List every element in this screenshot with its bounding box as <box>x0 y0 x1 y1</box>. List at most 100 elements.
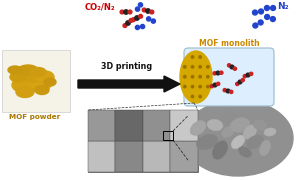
Bar <box>88 110 116 141</box>
Circle shape <box>259 9 263 14</box>
Ellipse shape <box>247 135 263 149</box>
Circle shape <box>223 89 226 92</box>
Circle shape <box>146 9 150 13</box>
Ellipse shape <box>30 68 46 76</box>
Bar <box>170 110 198 141</box>
Text: MOF powder: MOF powder <box>9 114 61 120</box>
Circle shape <box>227 64 231 67</box>
Circle shape <box>210 85 213 88</box>
Circle shape <box>150 10 154 14</box>
Circle shape <box>243 75 246 78</box>
Circle shape <box>270 17 275 22</box>
Circle shape <box>246 73 250 77</box>
Circle shape <box>120 10 124 14</box>
Ellipse shape <box>238 147 251 157</box>
FancyArrow shape <box>78 76 180 92</box>
Ellipse shape <box>16 87 34 98</box>
Circle shape <box>199 86 201 88</box>
Circle shape <box>142 8 146 12</box>
Ellipse shape <box>230 118 250 132</box>
Ellipse shape <box>207 119 223 131</box>
Circle shape <box>271 6 275 10</box>
Bar <box>143 141 170 172</box>
Circle shape <box>147 17 151 21</box>
Circle shape <box>139 14 142 18</box>
Ellipse shape <box>221 112 239 124</box>
Circle shape <box>126 21 130 25</box>
Circle shape <box>207 76 209 78</box>
Circle shape <box>253 10 257 15</box>
Circle shape <box>250 72 253 75</box>
Circle shape <box>135 7 140 11</box>
Circle shape <box>199 56 201 58</box>
Circle shape <box>230 65 234 69</box>
Text: CO₂/N₂: CO₂/N₂ <box>85 2 115 11</box>
Bar <box>170 141 198 172</box>
Bar <box>143 110 170 141</box>
Circle shape <box>199 76 201 78</box>
Circle shape <box>131 18 135 22</box>
Ellipse shape <box>180 51 212 103</box>
Circle shape <box>191 86 194 88</box>
Circle shape <box>217 82 220 86</box>
Circle shape <box>220 71 223 74</box>
Ellipse shape <box>44 78 56 86</box>
Circle shape <box>129 19 133 22</box>
Ellipse shape <box>35 86 49 94</box>
Bar <box>2 50 70 112</box>
Circle shape <box>191 95 194 98</box>
Ellipse shape <box>183 100 293 176</box>
Circle shape <box>151 19 155 23</box>
Ellipse shape <box>36 71 54 83</box>
Circle shape <box>253 23 258 28</box>
Circle shape <box>233 67 236 70</box>
Bar <box>116 141 143 172</box>
Circle shape <box>191 56 194 58</box>
Ellipse shape <box>231 135 245 149</box>
Ellipse shape <box>196 134 218 150</box>
Circle shape <box>199 66 201 68</box>
Ellipse shape <box>212 141 227 159</box>
Circle shape <box>191 76 194 78</box>
Bar <box>163 131 173 140</box>
Ellipse shape <box>20 68 46 82</box>
Ellipse shape <box>8 66 22 74</box>
Bar <box>116 110 143 141</box>
Circle shape <box>135 16 139 20</box>
Circle shape <box>226 89 230 93</box>
Ellipse shape <box>12 78 32 92</box>
Circle shape <box>258 20 263 25</box>
Ellipse shape <box>190 121 206 135</box>
Bar <box>88 141 116 172</box>
Circle shape <box>138 3 142 7</box>
Circle shape <box>128 10 132 14</box>
Text: MOF monolith: MOF monolith <box>199 39 259 48</box>
Ellipse shape <box>260 140 270 156</box>
Ellipse shape <box>221 126 235 138</box>
Ellipse shape <box>253 120 267 130</box>
Ellipse shape <box>16 69 44 91</box>
Circle shape <box>135 25 140 30</box>
Circle shape <box>184 66 186 68</box>
Bar <box>88 110 198 172</box>
Circle shape <box>213 83 217 87</box>
Circle shape <box>184 86 186 88</box>
Circle shape <box>123 24 127 28</box>
Ellipse shape <box>29 76 51 91</box>
Circle shape <box>124 10 128 14</box>
Text: 3D printing: 3D printing <box>101 62 153 71</box>
Circle shape <box>265 14 270 19</box>
Circle shape <box>216 71 220 75</box>
Ellipse shape <box>264 128 276 136</box>
Ellipse shape <box>10 72 26 82</box>
Circle shape <box>199 95 201 98</box>
Circle shape <box>238 80 242 84</box>
Circle shape <box>140 24 145 29</box>
Circle shape <box>213 72 216 75</box>
Text: N₂: N₂ <box>277 2 289 11</box>
Circle shape <box>184 76 186 78</box>
FancyBboxPatch shape <box>184 48 274 106</box>
Circle shape <box>236 82 239 86</box>
Ellipse shape <box>18 65 38 75</box>
Circle shape <box>230 90 233 93</box>
